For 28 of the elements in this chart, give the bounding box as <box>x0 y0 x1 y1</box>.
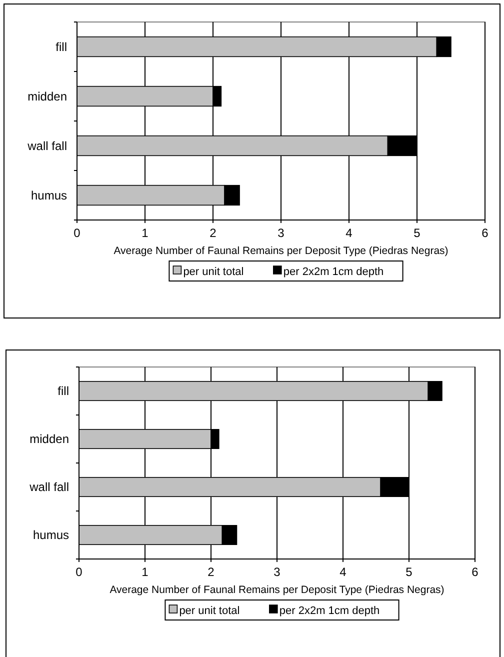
legend-label: per unit total <box>179 605 240 617</box>
x-tick-label: 0 <box>74 226 81 240</box>
y-tick-label: midden <box>28 89 67 104</box>
y-tick-label: humus <box>30 188 67 202</box>
x-tick-label: 5 <box>414 226 421 240</box>
x-tick-label: 1 <box>142 565 149 579</box>
legend-label: per 2x2m 1cm depth <box>283 266 384 278</box>
y-tick-label: wall fall <box>28 480 69 494</box>
x-tick-label: 4 <box>346 226 353 240</box>
y-tick-label: fill <box>56 40 67 54</box>
legend-label: per 2x2m 1cm depth <box>279 605 380 617</box>
x-tick-label: 4 <box>340 565 347 579</box>
y-tick-label: fill <box>58 384 69 398</box>
x-tick-label: 2 <box>210 226 217 240</box>
x-tick-label: 5 <box>406 565 413 579</box>
x-tick-label: 2 <box>208 565 215 579</box>
x-tick-label: 3 <box>274 565 281 579</box>
legend-label: per unit total <box>183 266 244 278</box>
x-tick-label: 1 <box>142 226 149 240</box>
x-tick-label: 6 <box>472 565 479 579</box>
x-tick-label: 3 <box>278 226 285 240</box>
y-tick-label: midden <box>30 432 69 446</box>
y-tick-label: humus <box>32 528 69 542</box>
x-tick-label: 6 <box>482 226 489 240</box>
x-tick-label: 0 <box>76 565 83 579</box>
x-axis-title: Average Number of Faunal Remains per Deposit Type (Piedras Negras) <box>114 245 448 257</box>
y-tick-label: wall fall <box>26 138 67 153</box>
x-axis-title: Average Number of Faunal Remains per Deposit Type (Piedras Negras) <box>110 584 444 596</box>
